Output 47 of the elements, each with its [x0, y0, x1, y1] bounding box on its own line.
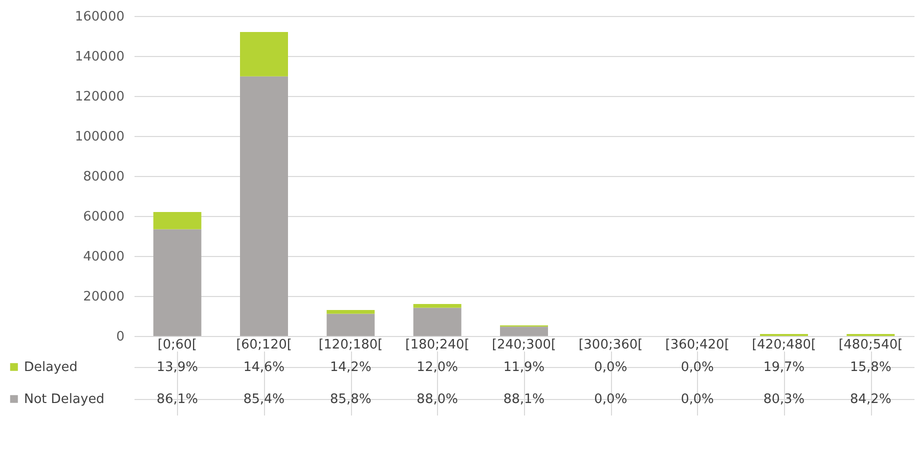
text: 13,9% [156, 360, 198, 375]
text: 0,0% [680, 360, 714, 375]
text: 19,7% [763, 360, 805, 375]
y-tick-label: 120000 [74, 90, 124, 104]
y-tick-label: 40000 [83, 250, 124, 264]
text: 80,3% [763, 392, 805, 407]
text: 0,0% [594, 360, 628, 375]
x-tick-label: [420;480[ [752, 338, 816, 352]
bar [413, 308, 462, 336]
y-tick-label: 140000 [74, 50, 124, 64]
bar [326, 314, 375, 336]
bar [240, 76, 288, 336]
y-tick-label: 0 [116, 330, 124, 344]
text: 88,0% [416, 392, 458, 407]
x-tick-label: [0;60[ [158, 338, 198, 352]
text: 85,8% [330, 392, 372, 407]
text: 14,2% [330, 360, 372, 375]
text: 15,8% [850, 360, 892, 375]
x-tick-label: [60;120[ [236, 338, 292, 352]
bar [153, 229, 202, 336]
bar [153, 212, 202, 230]
bar [500, 326, 548, 336]
x-tick-label: [480;540[ [838, 338, 903, 352]
text: 0,0% [680, 392, 714, 407]
text: 12,0% [416, 360, 458, 375]
legend-label: Delayed [24, 360, 78, 375]
x-tick-label: [240;300[ [492, 338, 556, 352]
text: 86,1% [156, 392, 198, 407]
y-tick-label: 20000 [83, 290, 124, 304]
legend-label: Not Delayed [24, 392, 104, 407]
y-tick-label: 100000 [74, 130, 124, 144]
text: 84,2% [850, 392, 892, 407]
bar [413, 304, 462, 308]
bar [326, 310, 375, 314]
text: 88,1% [503, 392, 545, 407]
text: 14,6% [243, 360, 285, 375]
x-tick-label: [300;360[ [578, 338, 643, 352]
text: 85,4% [243, 392, 285, 407]
y-tick-label: 60000 [83, 210, 124, 224]
text: 0,0% [594, 392, 628, 407]
y-tick-label: 160000 [74, 10, 124, 24]
x-tick-label: [120;180[ [318, 338, 383, 352]
bar [240, 32, 288, 76]
x-tick-label: [180;240[ [405, 338, 470, 352]
text: 11,9% [503, 360, 545, 375]
y-tick-label: 80000 [83, 170, 124, 184]
x-tick-label: [360;420[ [665, 338, 730, 352]
